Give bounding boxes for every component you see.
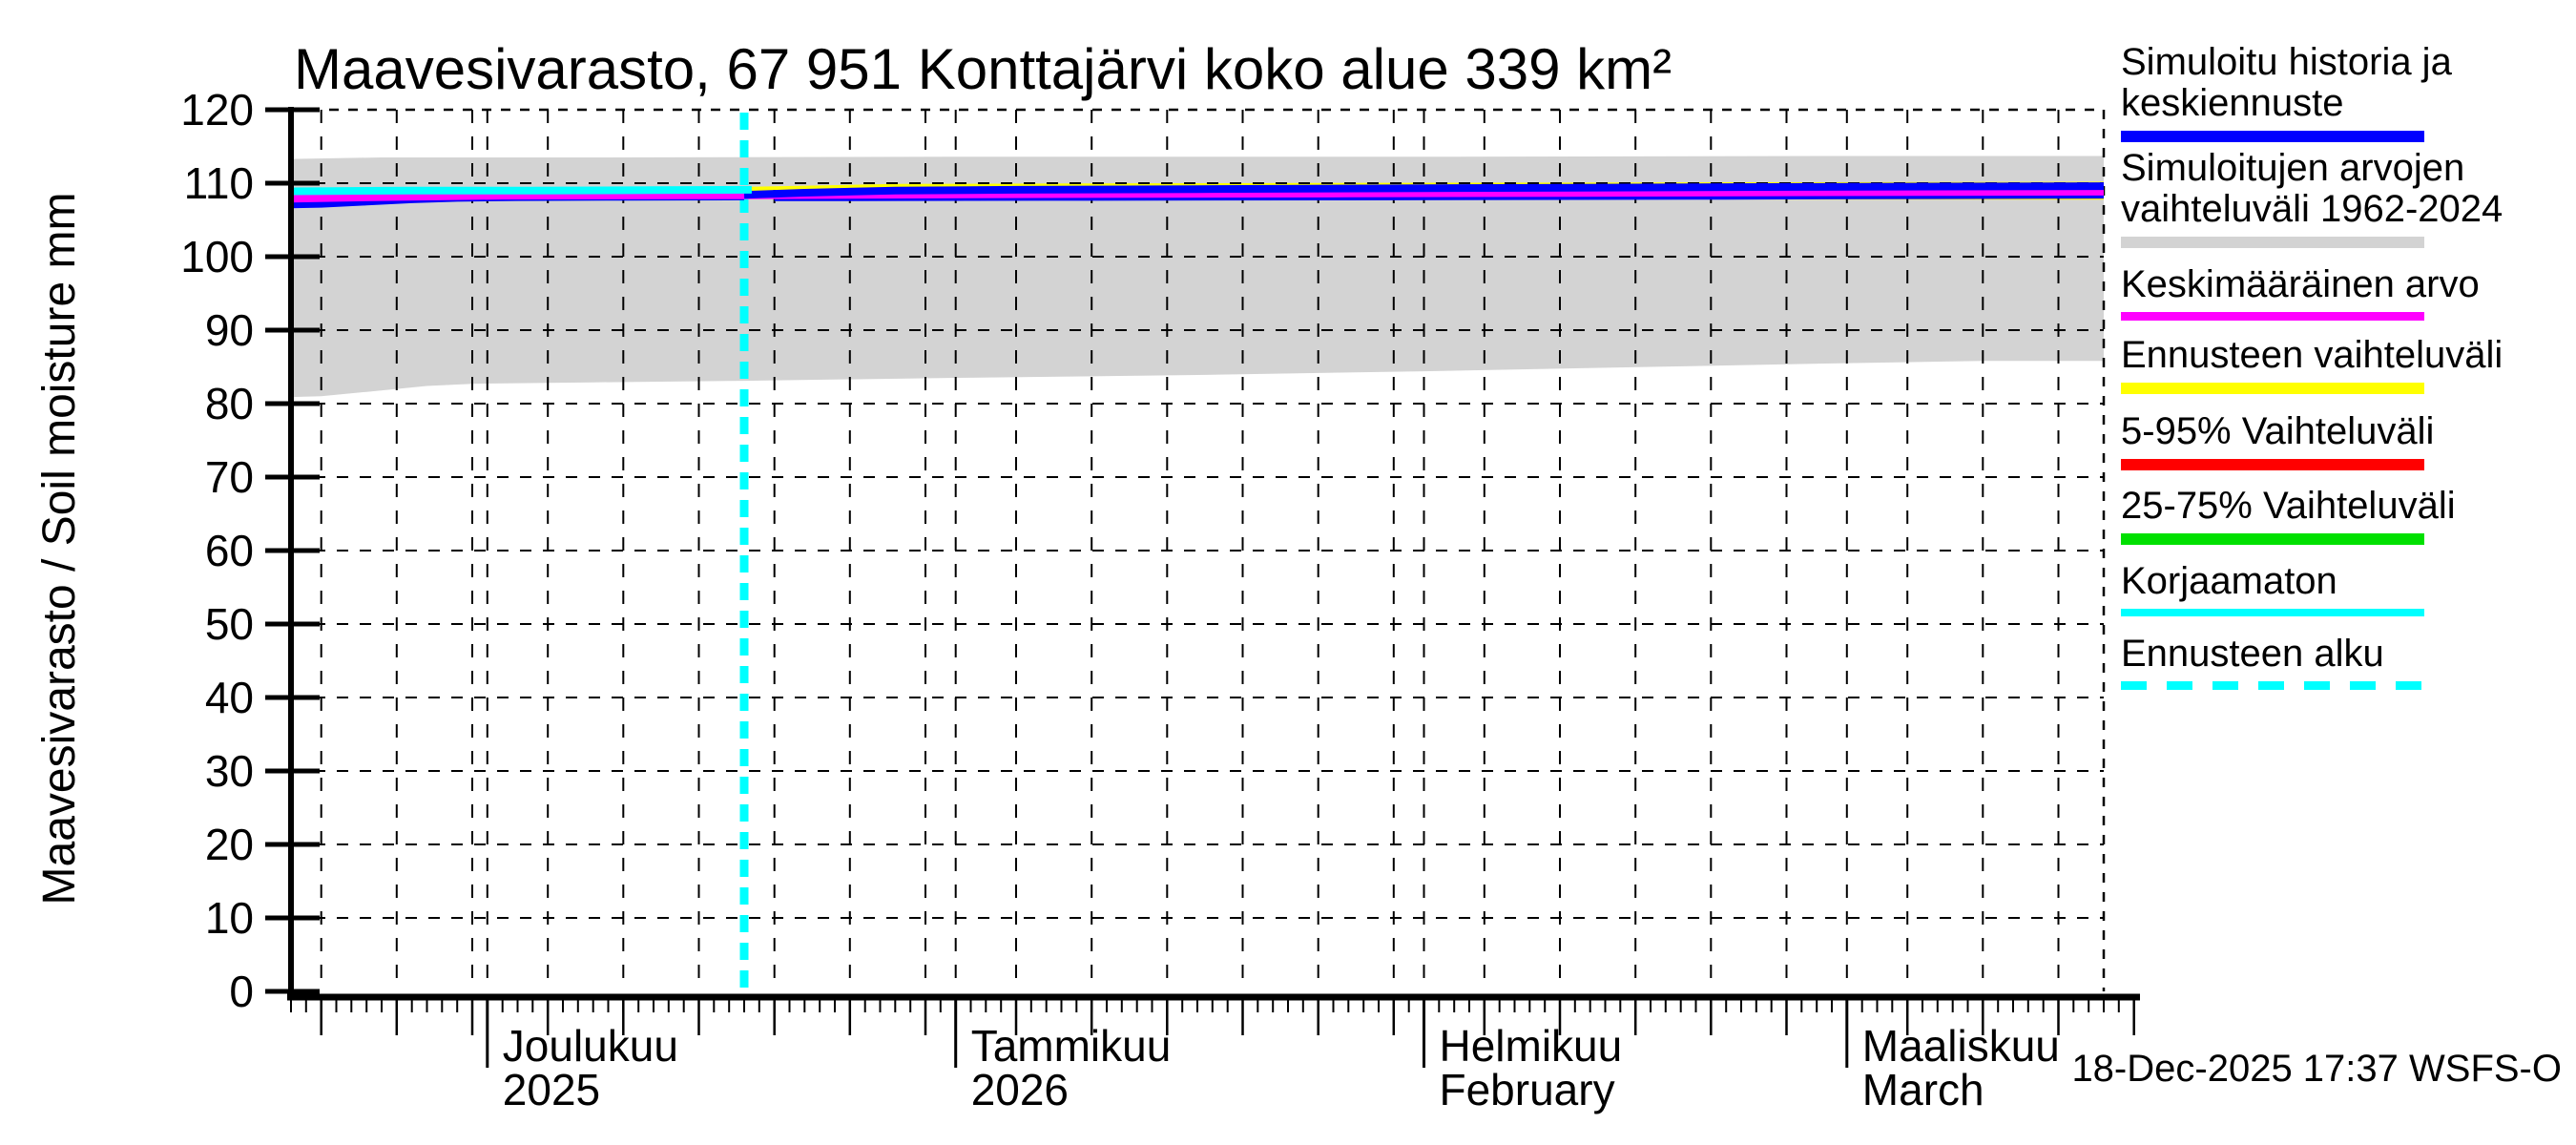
y-tick-label-110: 110: [184, 158, 254, 208]
axes-layer: 0 10 20 30 40 50 60 70 80 90 100 110 120 Joulukuu2025…: [180, 85, 2140, 1114]
legend-entry-7: Ennusteen alku: [2121, 633, 2424, 690]
legend-entry-2: Keskimääräinen arvo: [2121, 263, 2480, 321]
legend-label-3-0: Ennusteen vaihteluväli: [2121, 334, 2503, 376]
month-label-0: Joulukuu: [503, 1021, 678, 1071]
y-tick-label-90: 90: [205, 305, 254, 355]
month-sublabel-2: February: [1440, 1065, 1615, 1114]
series-line-3-blue: [743, 182, 2105, 199]
legend-label-7-0: Ennusteen alku: [2121, 633, 2384, 675]
month-sublabel-3: March: [1862, 1065, 1984, 1114]
legend-label-5-0: 25-75% Vaihteluväli: [2121, 485, 2456, 527]
legend-entry-6: Korjaamaton: [2121, 560, 2424, 616]
legend-swatch-6: [2121, 609, 2424, 616]
timestamp-watermark: 18-Dec-2025 17:37 WSFS-O: [2071, 1048, 2562, 1090]
chart-title: Maavesivarasto, 67 951 Konttajärvi koko …: [294, 37, 1672, 101]
legend-label-1-1: vaihteluväli 1962-2024: [2121, 188, 2503, 230]
month-label-2: Helmikuu: [1440, 1021, 1623, 1071]
month-label-3: Maaliskuu: [1862, 1021, 2060, 1071]
y-tick-label-10: 10: [205, 893, 254, 943]
month-sublabel-0: 2025: [503, 1065, 600, 1114]
legend-swatch-0: [2121, 131, 2424, 142]
y-tick-label-50: 50: [205, 599, 254, 649]
gridline-layer: [291, 108, 2106, 991]
y-tick-label-40: 40: [205, 673, 254, 722]
legend-swatch-3: [2121, 383, 2424, 394]
legend-swatch-2: [2121, 312, 2424, 321]
y-axis-title: Maavesivarasto / Soil moisture mm: [34, 193, 85, 906]
y-tick-label-60: 60: [205, 526, 254, 575]
legend: Simuloitu historia jakeskiennusteSimuloi…: [2121, 41, 2503, 690]
series-line-4-cyan: [290, 185, 752, 196]
legend-label-2-0: Keskimääräinen arvo: [2121, 263, 2480, 305]
y-tick-label-80: 80: [205, 379, 254, 428]
legend-entry-3: Ennusteen vaihteluväli: [2121, 334, 2503, 394]
y-tick-label-30: 30: [205, 746, 254, 796]
legend-swatch-4: [2121, 459, 2424, 470]
legend-swatch-5: [2121, 533, 2424, 545]
legend-swatch-1: [2121, 237, 2424, 248]
month-sublabel-1: 2026: [971, 1065, 1069, 1114]
legend-label-0-0: Simuloitu historia ja: [2121, 41, 2453, 83]
legend-label-6-0: Korjaamaton: [2121, 560, 2337, 602]
y-tick-label-100: 100: [180, 232, 254, 281]
y-tick-label-120: 120: [180, 85, 254, 135]
legend-label-0-1: keskiennuste: [2121, 82, 2343, 124]
series-line-2-magenta: [290, 187, 2105, 203]
month-label-1: Tammikuu: [971, 1021, 1172, 1071]
y-tick-label-70: 70: [205, 452, 254, 502]
legend-label-4-0: 5-95% Vaihteluväli: [2121, 410, 2434, 452]
legend-entry-5: 25-75% Vaihteluväli: [2121, 485, 2456, 545]
series-layer: [290, 182, 2105, 209]
y-tick-label-20: 20: [205, 820, 254, 869]
y-tick-label-0: 0: [229, 967, 254, 1016]
legend-entry-4: 5-95% Vaihteluväli: [2121, 410, 2434, 470]
legend-label-1-0: Simuloitujen arvojen: [2121, 147, 2464, 189]
